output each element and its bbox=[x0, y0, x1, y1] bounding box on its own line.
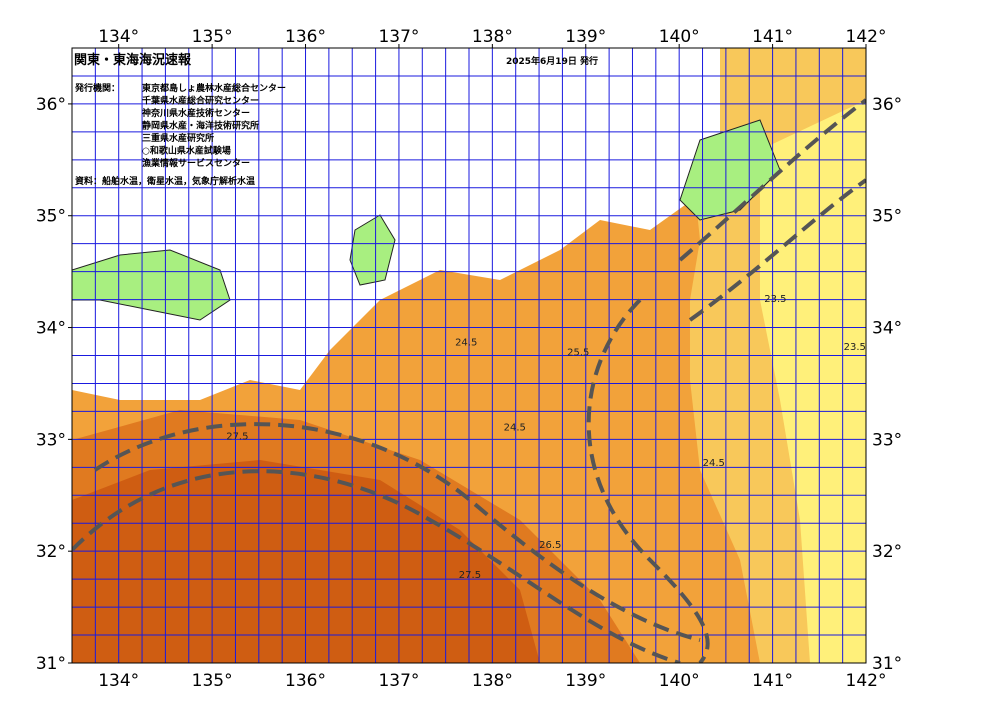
x-tick-label: 139° bbox=[565, 27, 606, 47]
x-tick-label: 138° bbox=[472, 27, 513, 47]
y-tick-label: 33° bbox=[872, 430, 902, 450]
x-tick-label: 136° bbox=[285, 671, 326, 691]
x-tick-label: 134° bbox=[98, 671, 139, 691]
y-tick-label: 36° bbox=[872, 95, 902, 115]
y-tick-label: 31° bbox=[36, 654, 66, 674]
x-tick-label: 137° bbox=[378, 671, 419, 691]
x-tick-label: 137° bbox=[378, 27, 419, 47]
land-green bbox=[349, 214, 396, 286]
y-tick-label: 35° bbox=[36, 207, 66, 227]
contour-label: 24.5 bbox=[455, 337, 477, 348]
y-tick-label: 33° bbox=[36, 430, 66, 450]
publisher: 千葉県水産総合研究センター bbox=[142, 95, 259, 107]
graticule bbox=[72, 48, 866, 663]
contour-label: 24.5 bbox=[703, 458, 725, 469]
y-tick-label: 32° bbox=[36, 542, 66, 562]
y-tick-label: 36° bbox=[36, 95, 66, 115]
x-tick-label: 135° bbox=[192, 671, 233, 691]
y-tick-label: 35° bbox=[872, 207, 902, 227]
x-tick-label: 139° bbox=[565, 671, 606, 691]
current-front bbox=[688, 178, 866, 322]
issue-date: 2025年6月19日 発行 bbox=[506, 55, 598, 67]
contour-label: 26.5 bbox=[539, 540, 561, 551]
publisher: 神奈川県水産技術センター bbox=[142, 107, 250, 119]
contour-label: 27.5 bbox=[459, 570, 481, 581]
map-title: 関東・東海海況速報 bbox=[74, 52, 192, 68]
data-source: 資料：船舶水温，衛星水温，気象庁解析水温 bbox=[75, 175, 255, 187]
sea-temperature-field bbox=[72, 48, 866, 663]
publisher: 静岡県水産・海洋技術研究所 bbox=[142, 120, 259, 132]
y-tick-label: 34° bbox=[872, 319, 902, 339]
x-tick-label: 141° bbox=[752, 27, 793, 47]
x-tick-label: 142° bbox=[846, 671, 887, 691]
cool-yellow-zone bbox=[760, 100, 866, 663]
contour-label: 24.5 bbox=[504, 422, 526, 433]
y-tick-label: 34° bbox=[36, 319, 66, 339]
x-tick-label: 138° bbox=[472, 671, 513, 691]
y-tick-label: 31° bbox=[872, 654, 902, 674]
current-front bbox=[678, 98, 866, 262]
publisher-list: 東京都島しょ農林水産総合センター千葉県水産総合研究センター神奈川県水産技術センタ… bbox=[142, 82, 286, 169]
x-tick-label: 136° bbox=[285, 27, 326, 47]
x-tick-label: 141° bbox=[752, 671, 793, 691]
publisher: 東京都島しょ農林水産総合センター bbox=[142, 82, 286, 94]
x-tick-label: 140° bbox=[659, 27, 700, 47]
contour-label: 23.5 bbox=[764, 294, 786, 305]
publisher-label: 発行機関： bbox=[74, 82, 120, 94]
publisher: 三重県水産研究所 bbox=[142, 132, 214, 144]
x-tick-label: 140° bbox=[659, 671, 700, 691]
y-tick-label: 32° bbox=[872, 542, 902, 562]
contour-label: 25.5 bbox=[567, 348, 589, 359]
kuroshio-axis bbox=[72, 469, 681, 663]
land bbox=[72, 48, 720, 400]
publisher: 漁業情報サービスセンター bbox=[142, 157, 250, 169]
contour-label: 23.5 bbox=[844, 342, 866, 353]
x-tick-label: 134° bbox=[98, 27, 139, 47]
x-tick-label: 142° bbox=[846, 27, 887, 47]
kuroshio-edge bbox=[93, 422, 701, 642]
contour-label: 27.5 bbox=[226, 431, 248, 442]
publisher: ○和歌山県水産試験場 bbox=[142, 145, 231, 157]
map-frame bbox=[71, 47, 867, 664]
x-tick-label: 135° bbox=[192, 27, 233, 47]
kuroshio-meander bbox=[586, 298, 710, 663]
